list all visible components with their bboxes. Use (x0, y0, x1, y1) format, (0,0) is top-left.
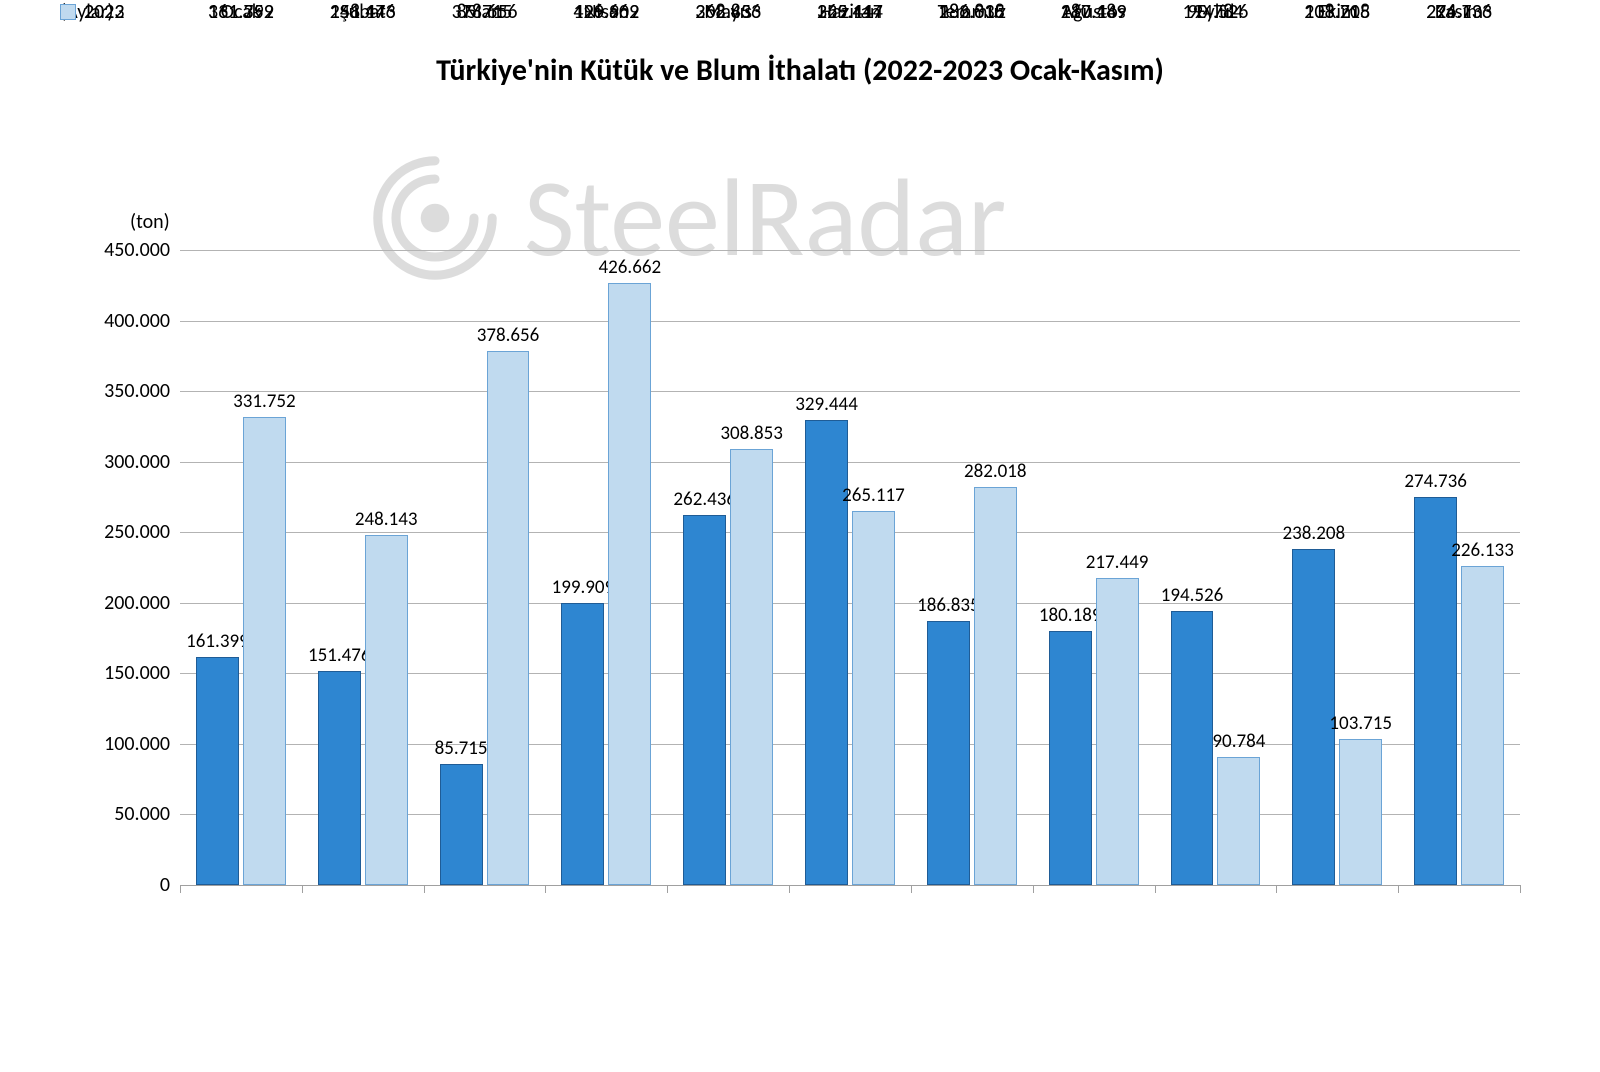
bar-label-2022: 262.436 (673, 488, 736, 511)
bar-label-2022: 274.736 (1404, 470, 1467, 493)
chart-title: Türkiye'nin Kütük ve Blum İthalatı (2022… (0, 52, 1600, 89)
bar-label-2023: 308.853 (720, 422, 783, 445)
gridline (180, 250, 1520, 251)
series-2023-cell: 248.143 (302, 0, 424, 24)
bar-label-2022: 161.399 (186, 630, 249, 653)
bar-2022 (1171, 611, 1214, 885)
series-2023-cell: 226.133 (1398, 0, 1520, 24)
bar-2022 (561, 603, 604, 885)
y-tick-label: 150.000 (104, 661, 180, 685)
y-tick-label: 50.000 (114, 802, 180, 826)
gridline (180, 391, 1520, 392)
y-tick-label: 200.000 (104, 591, 180, 615)
x-tick (1398, 885, 1399, 893)
bar-label-2023: 282.018 (964, 460, 1027, 483)
x-tick (180, 885, 181, 893)
bar-label-2022: 85.715 (435, 737, 488, 760)
y-tick-label: 300.000 (104, 450, 180, 474)
y-tick-label: 250.000 (104, 520, 180, 544)
bar-label-2023: 90.784 (1212, 730, 1265, 753)
x-tick (302, 885, 303, 893)
y-tick-label: 400.000 (104, 309, 180, 333)
bar-2023 (365, 535, 408, 885)
y-tick-label: 450.000 (104, 238, 180, 262)
x-tick (1033, 885, 1034, 893)
bar-2022 (927, 621, 970, 885)
series-2023-header: 2023 (60, 0, 180, 24)
series-2023-cell: 331.752 (180, 0, 302, 24)
bar-2023 (1096, 578, 1139, 885)
bar-2023 (243, 417, 286, 885)
series-2023-cell: 308.853 (667, 0, 789, 24)
bar-label-2023: 331.752 (233, 390, 296, 413)
bar-2023 (974, 487, 1017, 885)
bar-label-2022: 151.476 (308, 644, 371, 667)
chart-container: Türkiye'nin Kütük ve Blum İthalatı (2022… (0, 0, 1600, 1072)
x-tick (1520, 885, 1521, 893)
bar-2023 (608, 283, 651, 885)
y-tick-label: 350.000 (104, 379, 180, 403)
bar-2023 (1461, 566, 1504, 885)
bar-label-2022: 186.835 (917, 594, 980, 617)
gridline (180, 321, 1520, 322)
x-tick (1155, 885, 1156, 893)
bar-label-2022: 199.909 (552, 576, 615, 599)
bar-2022 (683, 515, 726, 885)
x-tick (424, 885, 425, 893)
bar-label-2023: 426.662 (599, 256, 662, 279)
bar-label-2023: 378.656 (477, 324, 540, 347)
x-tick (789, 885, 790, 893)
x-tick (667, 885, 668, 893)
gridline (180, 462, 1520, 463)
bar-label-2022: 238.208 (1283, 522, 1346, 545)
bar-label-2023: 217.449 (1086, 551, 1149, 574)
y-tick-label: 100.000 (104, 732, 180, 756)
series-2023-cell: 265.117 (789, 0, 911, 24)
bar-2023 (730, 449, 773, 885)
series-2023-cell: 282.018 (911, 0, 1033, 24)
bar-2023 (852, 511, 895, 885)
series-2023-cell: 378.656 (424, 0, 546, 24)
bar-2023 (1217, 757, 1260, 885)
series-2023-cell: 90.784 (1155, 0, 1277, 24)
bar-2022 (1049, 631, 1092, 885)
bar-2022 (318, 671, 361, 885)
bar-label-2023: 248.143 (355, 508, 418, 531)
bar-2022 (196, 657, 239, 885)
bar-label-2023: 103.715 (1329, 712, 1392, 735)
x-tick (1276, 885, 1277, 893)
x-tick (545, 885, 546, 893)
y-unit-label: (ton) (130, 210, 170, 234)
bar-label-2022: 329.444 (795, 393, 858, 416)
bar-2023 (1339, 739, 1382, 885)
bar-2022 (440, 764, 483, 885)
series-2023-cell: 103.715 (1276, 0, 1398, 24)
x-tick (911, 885, 912, 893)
bar-label-2022: 194.526 (1161, 584, 1224, 607)
series-2023-cell: 426.662 (545, 0, 667, 24)
bar-label-2023: 265.117 (842, 484, 905, 507)
plot-area: 050.000100.000150.000200.000250.000300.0… (180, 250, 1520, 886)
y-tick-label: 0 (160, 873, 180, 897)
bar-label-2022: 180.189 (1039, 604, 1102, 627)
bar-label-2023: 226.133 (1451, 539, 1514, 562)
bar-2023 (487, 351, 530, 885)
series-2023-cell: 217.449 (1033, 0, 1155, 24)
data-row-2023: 2023331.752248.143378.656426.662308.8532… (60, 0, 1520, 24)
